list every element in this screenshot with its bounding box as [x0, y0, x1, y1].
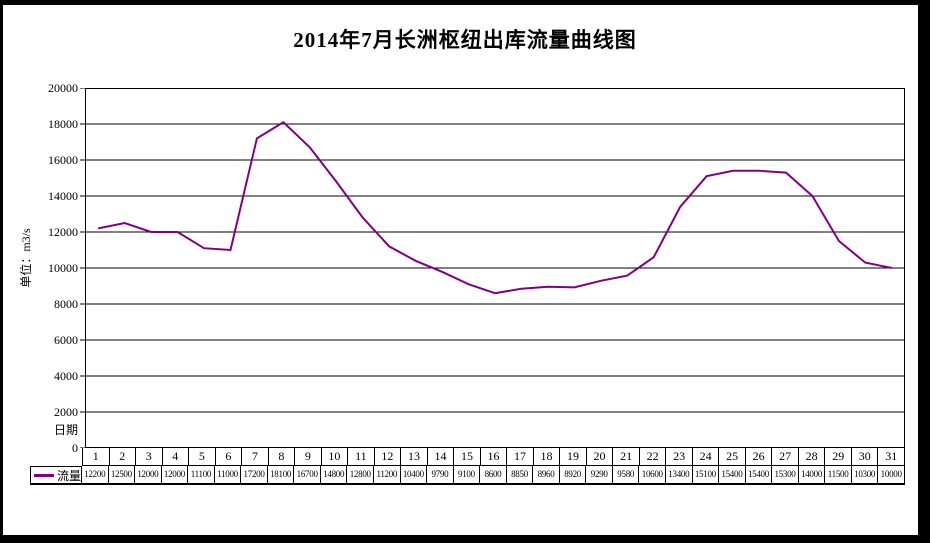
x-axis-label: 日期 [53, 423, 78, 437]
y-axis-tick-label: 12000 [48, 225, 78, 239]
flow-value-cell: 12000 [135, 466, 162, 483]
day-header-cell: 12 [375, 448, 402, 465]
y-axis-tick-label: 18000 [48, 117, 78, 131]
day-header-cell: 28 [799, 448, 826, 465]
day-header-cell: 15 [454, 448, 481, 465]
flow-value-cell: 9580 [613, 466, 640, 483]
flow-value-cell: 12800 [347, 466, 375, 483]
day-header-cell: 30 [852, 448, 879, 465]
day-header-cell: 20 [587, 448, 614, 465]
flow-value-cell: 15400 [746, 466, 773, 483]
y-axis-tick-label: 6000 [54, 333, 78, 347]
y-axis-tick-label: 10000 [48, 261, 78, 275]
window-frame-top [0, 0, 930, 5]
flow-value-cell: 15400 [719, 466, 746, 483]
flow-value-cell: 10600 [639, 466, 667, 483]
day-header-cell: 24 [693, 448, 720, 465]
legend-series-label: 流量 [57, 468, 82, 483]
day-header-cell: 1 [82, 448, 110, 465]
day-header-cell: 6 [216, 448, 243, 465]
day-header-cell: 21 [613, 448, 640, 465]
flow-value-cell: 15100 [693, 466, 720, 483]
day-header-cell: 4 [163, 448, 190, 465]
window-frame-left [0, 0, 3, 543]
y-axis-tick-label: 20000 [48, 81, 78, 95]
day-header-cell: 22 [640, 448, 667, 465]
flow-value-cell: 15300 [772, 466, 799, 483]
y-axis-tick-label: 2000 [54, 405, 78, 419]
flow-value-cell: 10300 [852, 466, 879, 483]
day-header-cell: 9 [295, 448, 322, 465]
day-header-cell: 5 [189, 448, 216, 465]
flow-line-series [98, 120, 892, 295]
flow-value-cell: 16700 [294, 466, 321, 483]
day-header-cell: 17 [507, 448, 534, 465]
flow-value-cell: 11000 [215, 466, 242, 483]
day-header-cell: 26 [746, 448, 773, 465]
flow-value-cell: 17200 [241, 466, 268, 483]
y-axis-title: 单位：m3/s [19, 228, 33, 288]
flow-value-cell: 12000 [162, 466, 189, 483]
day-header-cell: 8 [269, 448, 296, 465]
flow-value-cell: 14800 [321, 466, 348, 483]
day-header-cell: 13 [401, 448, 428, 465]
flow-value-cell: 9100 [454, 466, 481, 483]
day-header-cell: 31 [878, 448, 905, 465]
flow-value-cell: 10400 [401, 466, 428, 483]
flow-value-cell: 9790 [427, 466, 454, 483]
y-axis-tick-label: 14000 [48, 189, 78, 203]
day-header-cell: 2 [110, 448, 137, 465]
y-axis-tick-label: 0 [72, 441, 78, 455]
plot-border [85, 88, 905, 448]
y-axis-tick-label: 16000 [48, 153, 78, 167]
flow-value-cell: 11100 [188, 466, 215, 483]
day-header-cell: 16 [481, 448, 508, 465]
day-header-cell: 7 [242, 448, 269, 465]
chart-title: 2014年7月长洲枢纽出库流量曲线图 [293, 28, 637, 52]
flow-value-cell: 8600 [480, 466, 507, 483]
table-day-header-row: 1 2 3 4 5 6 7 8 9 10 11 12 13 14 15 16 17 18 19 20 21 22 23 24 2… [82, 448, 905, 466]
flow-value-cell: 11200 [374, 466, 401, 483]
flow-line-icon [34, 473, 54, 477]
day-header-cell: 10 [322, 448, 349, 465]
table-value-row: 流量 12200 12500 12000 12000 11100 11000 17200 18… [30, 466, 905, 485]
flow-value-cell: 11500 [825, 466, 852, 483]
day-header-cell: 27 [772, 448, 799, 465]
window-frame-right [918, 0, 930, 543]
day-header-cell: 11 [348, 448, 375, 465]
flow-value-cell: 8960 [533, 466, 560, 483]
day-header-cell: 18 [534, 448, 561, 465]
flow-value-cell: 12500 [109, 466, 136, 483]
day-header-cell: 14 [428, 448, 455, 465]
y-axis-tick-label: 8000 [54, 297, 78, 311]
day-header-cell: 25 [719, 448, 746, 465]
flow-value-cell: 13400 [666, 466, 693, 483]
flow-value-cell: 8920 [560, 466, 587, 483]
day-header-cell: 19 [560, 448, 587, 465]
flow-value-cell: 9290 [586, 466, 613, 483]
flow-value-cell: 12200 [82, 466, 109, 483]
day-header-cell: 29 [825, 448, 852, 465]
day-header-cell: 3 [136, 448, 163, 465]
flow-value-cell: 14000 [799, 466, 826, 483]
window-frame-bottom [0, 535, 930, 543]
legend-key: 流量 [30, 466, 82, 483]
flow-value-cell: 8850 [507, 466, 534, 483]
day-header-cell: 23 [666, 448, 693, 465]
flow-value-cell: 18100 [268, 466, 295, 483]
y-axis-tick-label: 4000 [54, 369, 78, 383]
flow-value-cell: 10000 [878, 466, 905, 483]
plot-area [80, 88, 905, 448]
